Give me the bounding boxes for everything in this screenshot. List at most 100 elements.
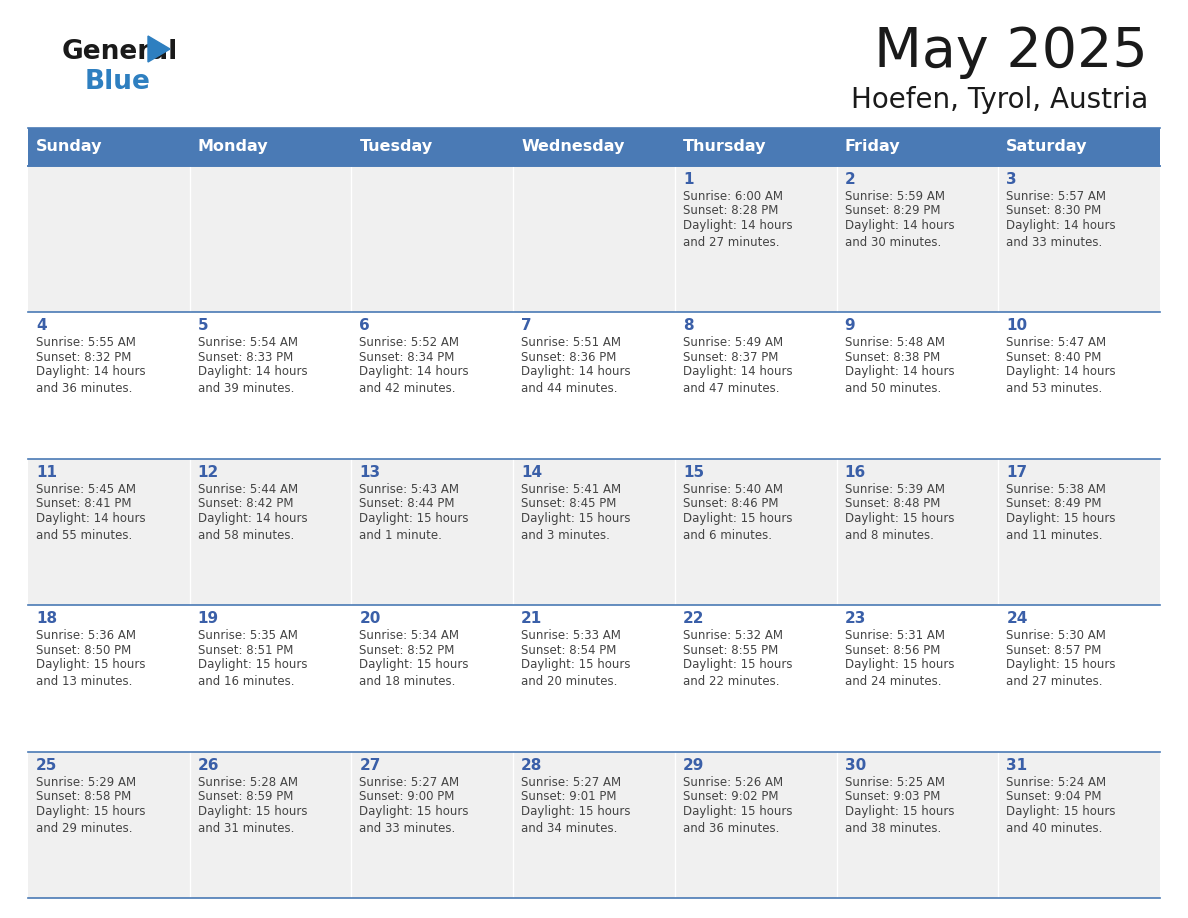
Bar	[836, 128, 998, 166]
Text: 31: 31	[1006, 757, 1028, 773]
Text: 28: 28	[522, 757, 543, 773]
Text: Daylight: 14 hours
and 33 minutes.: Daylight: 14 hours and 33 minutes.	[1006, 219, 1116, 249]
Text: Daylight: 15 hours
and 24 minutes.: Daylight: 15 hours and 24 minutes.	[845, 658, 954, 688]
Text: Sunset: 8:33 PM: Sunset: 8:33 PM	[197, 351, 293, 364]
Text: Daylight: 15 hours
and 11 minutes.: Daylight: 15 hours and 11 minutes.	[1006, 512, 1116, 542]
Text: Sunset: 8:50 PM: Sunset: 8:50 PM	[36, 644, 131, 656]
Text: Sunset: 8:42 PM: Sunset: 8:42 PM	[197, 498, 293, 510]
Bar	[29, 752, 1159, 898]
Text: Sunset: 8:56 PM: Sunset: 8:56 PM	[845, 644, 940, 656]
Text: Wednesday: Wednesday	[522, 140, 625, 154]
Text: Sunrise: 5:57 AM: Sunrise: 5:57 AM	[1006, 190, 1106, 203]
Text: Sunset: 8:29 PM: Sunset: 8:29 PM	[845, 205, 940, 218]
Text: Sunrise: 5:27 AM: Sunrise: 5:27 AM	[522, 776, 621, 789]
Text: Sunset: 8:28 PM: Sunset: 8:28 PM	[683, 205, 778, 218]
Text: Sunset: 8:44 PM: Sunset: 8:44 PM	[360, 498, 455, 510]
Text: Sunrise: 5:40 AM: Sunrise: 5:40 AM	[683, 483, 783, 496]
Text: Sunset: 8:36 PM: Sunset: 8:36 PM	[522, 351, 617, 364]
Text: Daylight: 15 hours
and 22 minutes.: Daylight: 15 hours and 22 minutes.	[683, 658, 792, 688]
Text: Sunrise: 5:39 AM: Sunrise: 5:39 AM	[845, 483, 944, 496]
Text: 17: 17	[1006, 465, 1028, 480]
Text: 14: 14	[522, 465, 542, 480]
Text: Blue: Blue	[86, 69, 151, 95]
Text: 22: 22	[683, 611, 704, 626]
Text: Daylight: 14 hours
and 39 minutes.: Daylight: 14 hours and 39 minutes.	[197, 365, 308, 396]
Text: Sunday: Sunday	[36, 140, 102, 154]
Text: Sunrise: 5:28 AM: Sunrise: 5:28 AM	[197, 776, 298, 789]
Text: 2: 2	[845, 172, 855, 187]
Text: Sunrise: 5:45 AM: Sunrise: 5:45 AM	[36, 483, 135, 496]
Text: Tuesday: Tuesday	[360, 140, 432, 154]
Text: Sunrise: 5:38 AM: Sunrise: 5:38 AM	[1006, 483, 1106, 496]
Bar	[998, 128, 1159, 166]
Text: Sunrise: 6:00 AM: Sunrise: 6:00 AM	[683, 190, 783, 203]
Text: Daylight: 15 hours
and 33 minutes.: Daylight: 15 hours and 33 minutes.	[360, 804, 469, 834]
Text: Thursday: Thursday	[683, 140, 766, 154]
Text: Sunset: 9:04 PM: Sunset: 9:04 PM	[1006, 790, 1101, 803]
Text: Sunset: 9:02 PM: Sunset: 9:02 PM	[683, 790, 778, 803]
Text: Monday: Monday	[197, 140, 268, 154]
Text: Sunrise: 5:59 AM: Sunrise: 5:59 AM	[845, 190, 944, 203]
Text: Sunrise: 5:54 AM: Sunrise: 5:54 AM	[197, 336, 298, 350]
Text: 16: 16	[845, 465, 866, 480]
Text: 3: 3	[1006, 172, 1017, 187]
Bar	[513, 128, 675, 166]
Text: Daylight: 15 hours
and 29 minutes.: Daylight: 15 hours and 29 minutes.	[36, 804, 145, 834]
Text: Daylight: 15 hours
and 1 minute.: Daylight: 15 hours and 1 minute.	[360, 512, 469, 542]
Text: Daylight: 14 hours
and 58 minutes.: Daylight: 14 hours and 58 minutes.	[197, 512, 308, 542]
Text: Daylight: 15 hours
and 40 minutes.: Daylight: 15 hours and 40 minutes.	[1006, 804, 1116, 834]
Text: 1: 1	[683, 172, 694, 187]
Text: Daylight: 14 hours
and 50 minutes.: Daylight: 14 hours and 50 minutes.	[845, 365, 954, 396]
Text: Daylight: 14 hours
and 36 minutes.: Daylight: 14 hours and 36 minutes.	[36, 365, 146, 396]
Text: Daylight: 15 hours
and 38 minutes.: Daylight: 15 hours and 38 minutes.	[845, 804, 954, 834]
Text: Sunset: 8:57 PM: Sunset: 8:57 PM	[1006, 644, 1101, 656]
Text: Sunset: 8:38 PM: Sunset: 8:38 PM	[845, 351, 940, 364]
Text: Sunset: 8:41 PM: Sunset: 8:41 PM	[36, 498, 132, 510]
Text: May 2025: May 2025	[874, 25, 1148, 79]
Text: Daylight: 15 hours
and 31 minutes.: Daylight: 15 hours and 31 minutes.	[197, 804, 308, 834]
Text: 26: 26	[197, 757, 220, 773]
Text: Daylight: 15 hours
and 13 minutes.: Daylight: 15 hours and 13 minutes.	[36, 658, 145, 688]
Text: Daylight: 14 hours
and 30 minutes.: Daylight: 14 hours and 30 minutes.	[845, 219, 954, 249]
Text: 8: 8	[683, 319, 694, 333]
Text: Friday: Friday	[845, 140, 901, 154]
Text: Sunrise: 5:41 AM: Sunrise: 5:41 AM	[522, 483, 621, 496]
Text: Sunrise: 5:52 AM: Sunrise: 5:52 AM	[360, 336, 460, 350]
Bar	[675, 128, 836, 166]
Text: Sunrise: 5:48 AM: Sunrise: 5:48 AM	[845, 336, 944, 350]
Text: Sunset: 8:48 PM: Sunset: 8:48 PM	[845, 498, 940, 510]
Text: Sunrise: 5:24 AM: Sunrise: 5:24 AM	[1006, 776, 1106, 789]
Text: Sunrise: 5:34 AM: Sunrise: 5:34 AM	[360, 629, 460, 643]
Text: Daylight: 15 hours
and 8 minutes.: Daylight: 15 hours and 8 minutes.	[845, 512, 954, 542]
Text: Daylight: 15 hours
and 6 minutes.: Daylight: 15 hours and 6 minutes.	[683, 512, 792, 542]
Text: Sunset: 8:49 PM: Sunset: 8:49 PM	[1006, 498, 1101, 510]
Text: Sunrise: 5:32 AM: Sunrise: 5:32 AM	[683, 629, 783, 643]
Bar	[29, 605, 1159, 752]
Text: Daylight: 14 hours
and 42 minutes.: Daylight: 14 hours and 42 minutes.	[360, 365, 469, 396]
Text: Daylight: 15 hours
and 27 minutes.: Daylight: 15 hours and 27 minutes.	[1006, 658, 1116, 688]
Text: General: General	[62, 39, 178, 65]
Text: Sunrise: 5:25 AM: Sunrise: 5:25 AM	[845, 776, 944, 789]
Text: 27: 27	[360, 757, 381, 773]
Text: Sunrise: 5:30 AM: Sunrise: 5:30 AM	[1006, 629, 1106, 643]
Text: Sunset: 8:55 PM: Sunset: 8:55 PM	[683, 644, 778, 656]
Text: Sunset: 8:37 PM: Sunset: 8:37 PM	[683, 351, 778, 364]
Text: Daylight: 14 hours
and 53 minutes.: Daylight: 14 hours and 53 minutes.	[1006, 365, 1116, 396]
Text: 23: 23	[845, 611, 866, 626]
Text: 4: 4	[36, 319, 46, 333]
Text: 12: 12	[197, 465, 219, 480]
Text: Daylight: 15 hours
and 20 minutes.: Daylight: 15 hours and 20 minutes.	[522, 658, 631, 688]
Bar	[352, 128, 513, 166]
Text: Sunset: 8:46 PM: Sunset: 8:46 PM	[683, 498, 778, 510]
Text: Sunset: 8:32 PM: Sunset: 8:32 PM	[36, 351, 132, 364]
Text: Sunset: 8:45 PM: Sunset: 8:45 PM	[522, 498, 617, 510]
Text: Sunset: 9:03 PM: Sunset: 9:03 PM	[845, 790, 940, 803]
Text: Daylight: 15 hours
and 34 minutes.: Daylight: 15 hours and 34 minutes.	[522, 804, 631, 834]
Bar	[29, 128, 190, 166]
Text: Sunrise: 5:43 AM: Sunrise: 5:43 AM	[360, 483, 460, 496]
Text: 9: 9	[845, 319, 855, 333]
Text: Daylight: 14 hours
and 55 minutes.: Daylight: 14 hours and 55 minutes.	[36, 512, 146, 542]
Text: Sunset: 9:00 PM: Sunset: 9:00 PM	[360, 790, 455, 803]
Text: Daylight: 15 hours
and 16 minutes.: Daylight: 15 hours and 16 minutes.	[197, 658, 308, 688]
Text: 29: 29	[683, 757, 704, 773]
